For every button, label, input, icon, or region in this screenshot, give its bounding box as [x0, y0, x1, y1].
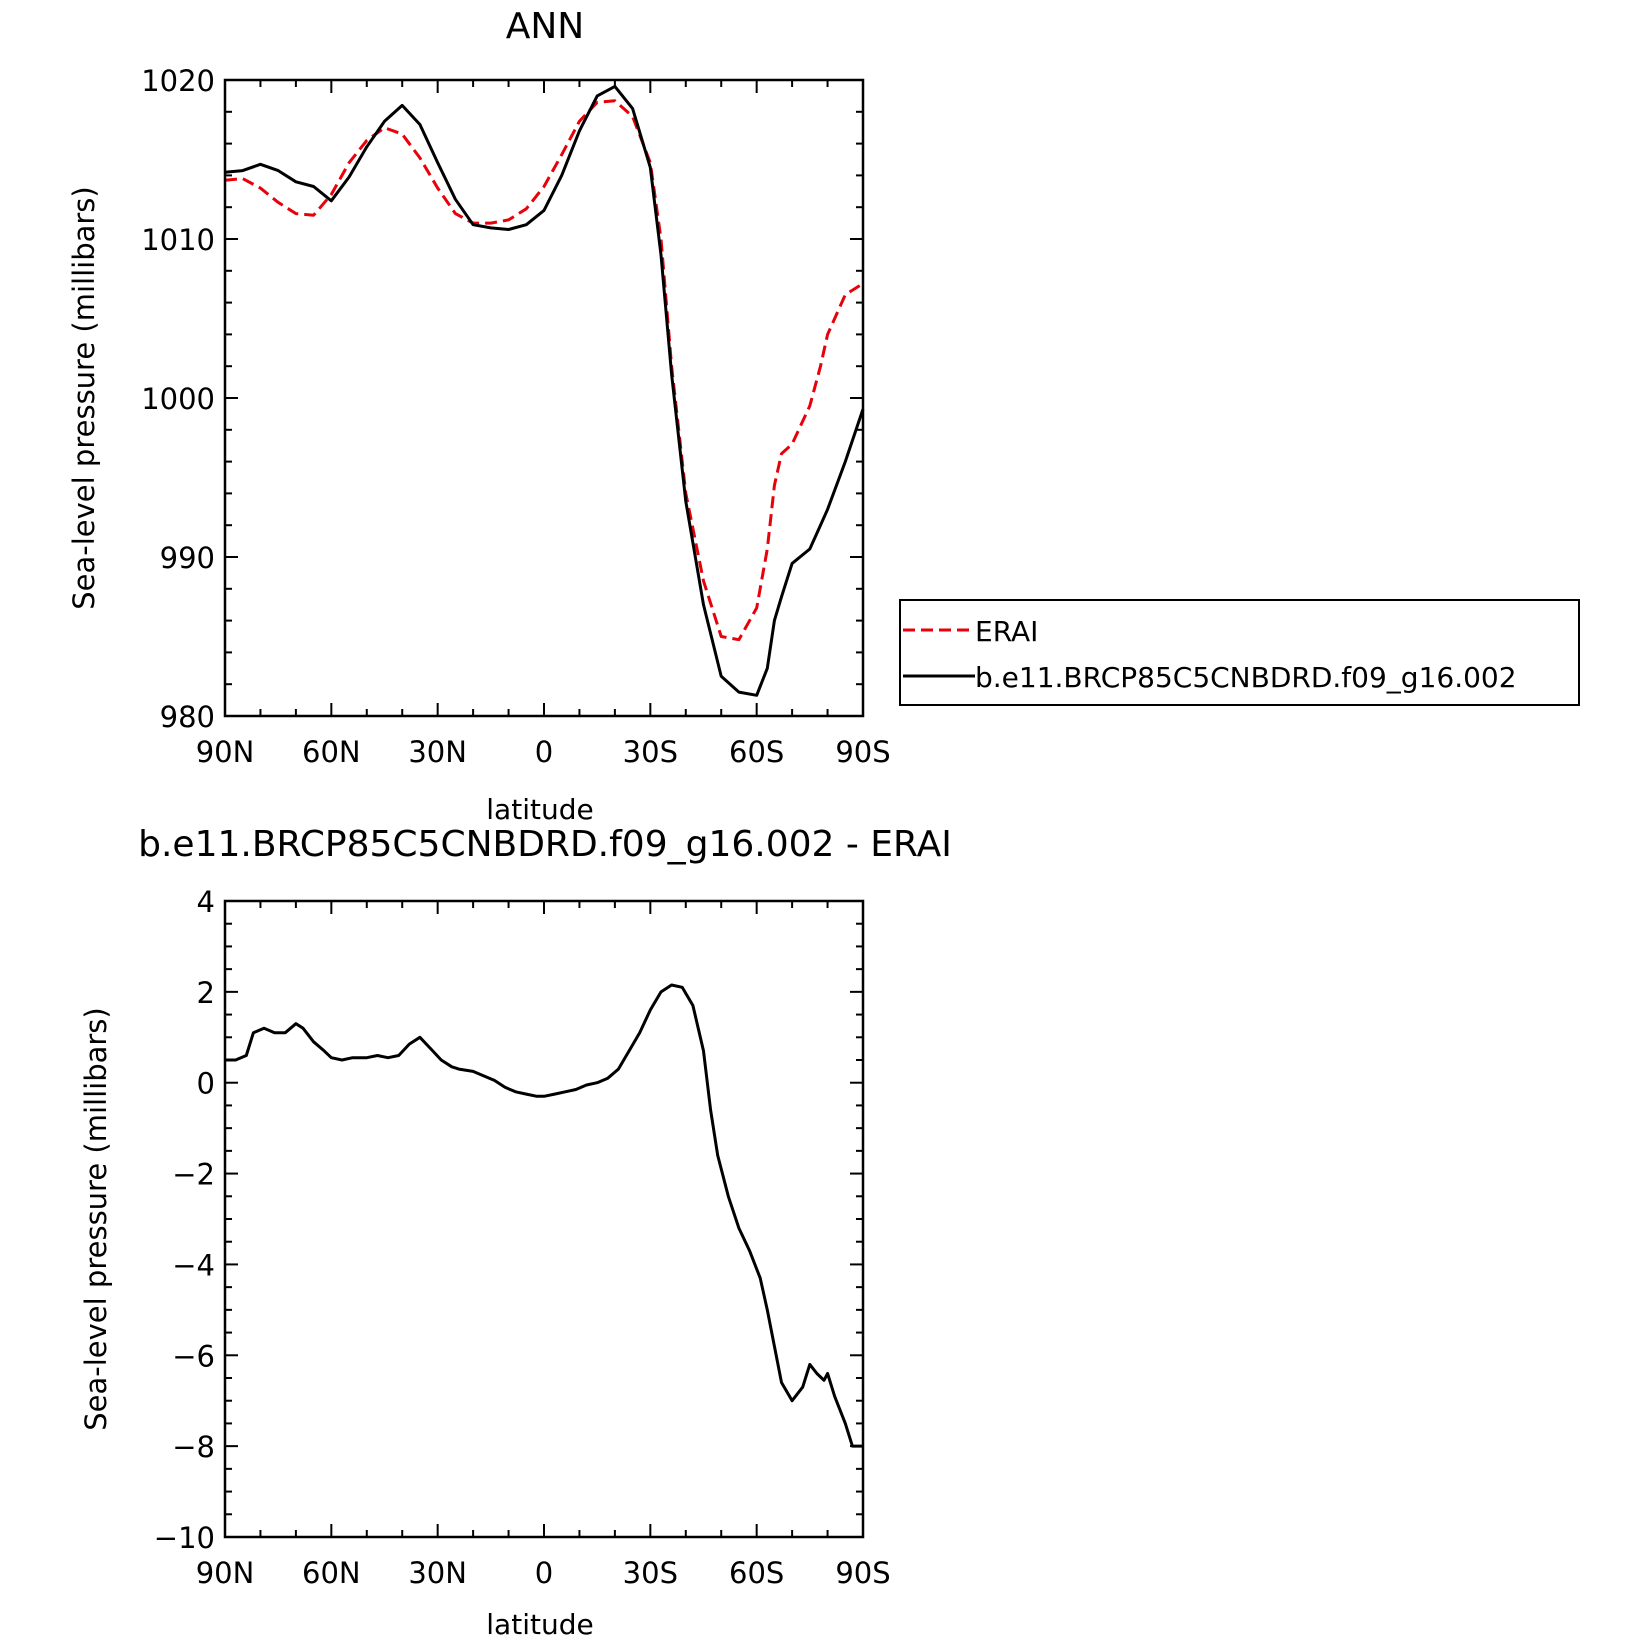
top-title: ANN [506, 6, 585, 47]
top-y-tick-label: 1010 [141, 223, 215, 257]
bottom-x-tick-label: 60N [302, 1556, 361, 1590]
bottom-y-tick-label: −2 [172, 1158, 215, 1192]
bottom-series-line-0 [225, 983, 863, 1448]
bottom-plot-frame [223, 899, 865, 1539]
top-x-tick-label: 30N [408, 735, 467, 769]
bottom-x-tick-label: 90N [196, 1556, 255, 1590]
bottom-y-tick-label: 0 [197, 1067, 215, 1101]
top-x-tick-label: 90N [196, 735, 255, 769]
top-y-tick-label: 980 [160, 700, 215, 734]
bottom-plot-lines [225, 983, 863, 1448]
bottom-title: b.e11.BRCP85C5CNBDRD.f09_g16.002 - ERAI [138, 824, 952, 865]
legend: ERAI b.e11.BRCP85C5CNBDRD.f09_g16.002 [899, 599, 1580, 706]
legend-box [899, 599, 1580, 706]
bottom-y-axis-label: Sea-level pressure (millibars) [79, 1007, 113, 1430]
top-series-line-1 [224, 84, 865, 697]
top-y-tick-label: 1020 [141, 64, 215, 98]
bottom-tick-marks [224, 900, 864, 1538]
legend-model-label: b.e11.BRCP85C5CNBDRD.f09_g16.002 [975, 661, 1517, 694]
bottom-x-axis-label: latitude [486, 1608, 593, 1641]
bottom-x-tick-label: 90S [835, 1556, 890, 1590]
bottom-y-tick-label: −8 [172, 1430, 215, 1464]
bottom-y-tick-label: −6 [172, 1339, 215, 1373]
top-x-tick-label: 60N [302, 735, 361, 769]
top-y-tick-label: 1000 [141, 382, 215, 416]
top-tick-labels: 90N 60N 30N 0 30S 60S 90S 980 990 1000 1010 1020 [141, 64, 890, 769]
top-x-tick-label: 0 [535, 735, 553, 769]
top-plot-frame [223, 78, 865, 718]
bottom-x-tick-label: 60S [729, 1556, 784, 1590]
bottom-x-tick-label: 0 [535, 1556, 553, 1590]
top-panel: ANN latitude Sea-level pressure (milliba… [67, 6, 1580, 826]
top-plot-lines [224, 84, 865, 697]
bottom-y-tick-label: −4 [172, 1248, 215, 1282]
top-x-tick-label: 90S [835, 735, 890, 769]
top-tick-marks [224, 79, 864, 717]
top-x-tick-label: 30S [623, 735, 678, 769]
top-series-line-0 [224, 99, 864, 642]
bottom-y-tick-label: −10 [154, 1521, 215, 1555]
bottom-y-tick-label: 4 [197, 885, 215, 919]
bottom-y-tick-label: 2 [197, 976, 215, 1010]
legend-erai-label: ERAI [975, 615, 1038, 648]
bottom-tick-labels: 90N 60N 30N 0 30S 60S 90S −10 −8 −6 −4 −2 0 2 4 [154, 885, 891, 1590]
top-x-axis-label: latitude [486, 793, 593, 826]
top-y-axis-label: Sea-level pressure (millibars) [67, 186, 101, 609]
top-y-tick-label: 990 [160, 541, 215, 575]
top-x-tick-label: 60S [729, 735, 784, 769]
bottom-x-tick-label: 30N [408, 1556, 467, 1590]
bottom-x-tick-label: 30S [623, 1556, 678, 1590]
bottom-panel: b.e11.BRCP85C5CNBDRD.f09_g16.002 - ERAI … [79, 824, 952, 1641]
